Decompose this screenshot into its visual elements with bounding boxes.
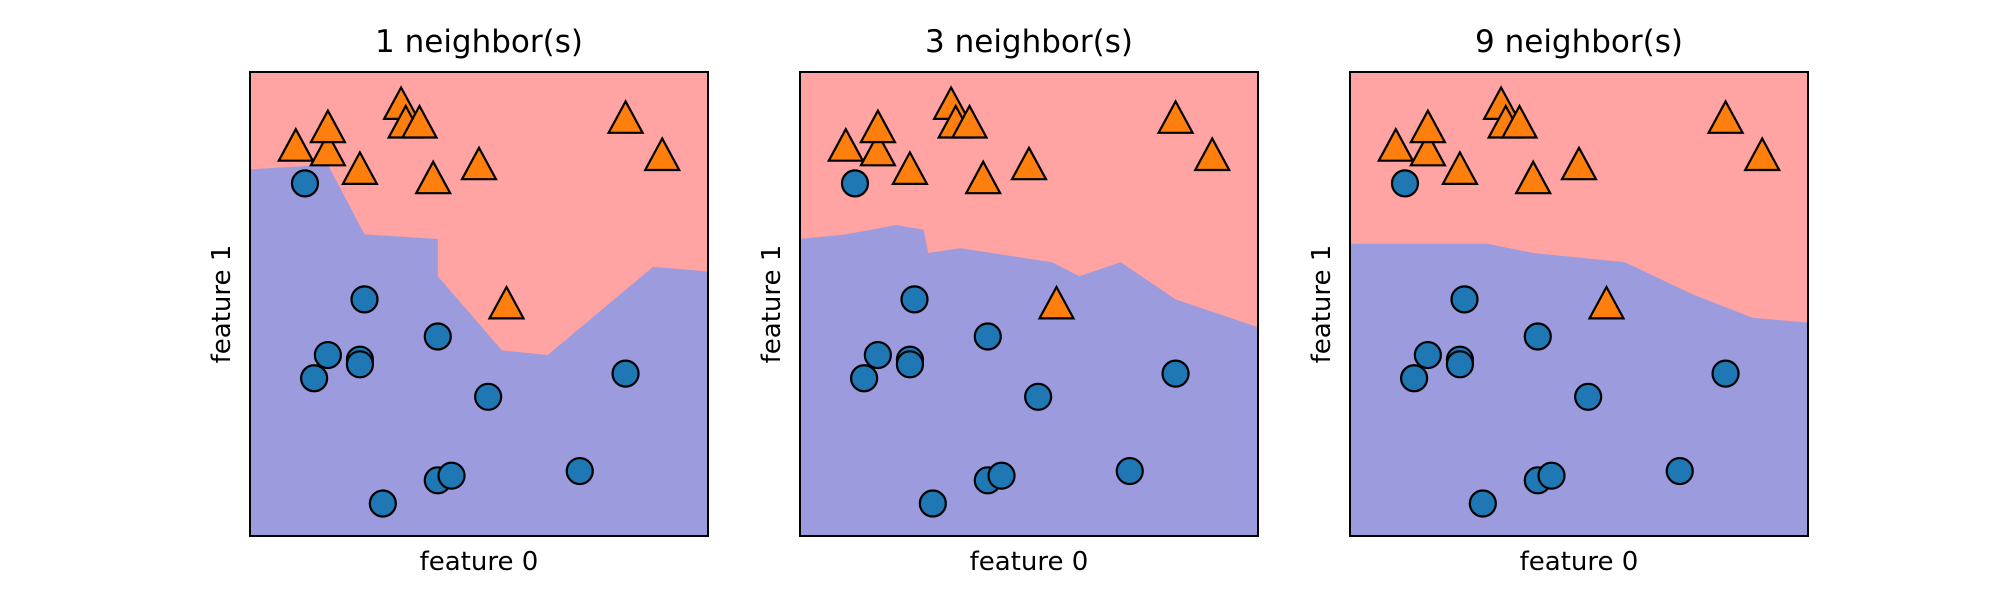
data-point-triangle <box>859 131 897 167</box>
data-point-circle <box>900 285 929 314</box>
panel-title: 9 neighbor(s) <box>1475 24 1683 60</box>
data-point-triangle <box>1514 159 1553 195</box>
decision-region-lower <box>250 164 708 537</box>
data-point-circle <box>973 322 1002 351</box>
x-axis-label: feature 0 <box>420 547 539 577</box>
data-point-circle <box>1161 359 1190 388</box>
data-point-circle <box>895 350 925 379</box>
data-point-triangle <box>1441 150 1479 186</box>
data-point-circle <box>850 364 879 393</box>
panel-3-neighbors: 3 neighbor(s) feature 0 feature 1 <box>757 24 1259 577</box>
data-point-triangle <box>487 284 526 320</box>
data-point-circle <box>1115 456 1144 486</box>
data-point-triangle <box>606 99 645 134</box>
data-point-circle <box>437 461 466 490</box>
data-point-circle <box>1445 350 1475 379</box>
data-point-circle <box>300 364 329 393</box>
data-point-circle <box>565 456 594 486</box>
panel-1-neighbor: 1 neighbor(s) feature 0 feature 1 <box>207 24 709 577</box>
x-axis-label: feature 0 <box>970 547 1089 577</box>
data-point-triangle <box>309 108 347 144</box>
data-point-triangle <box>1010 145 1048 181</box>
data-point-triangle <box>1193 136 1232 172</box>
y-axis-label: feature 1 <box>1307 245 1337 364</box>
data-point-triangle <box>1037 284 1076 320</box>
data-point-triangle <box>1743 136 1782 172</box>
data-point-circle <box>1400 364 1429 393</box>
data-point-circle <box>350 285 379 314</box>
data-point-circle <box>987 461 1016 490</box>
data-point-circle <box>840 169 870 198</box>
data-point-circle <box>863 340 892 370</box>
data-point-triangle <box>1560 145 1598 181</box>
data-point-triangle <box>309 131 347 167</box>
data-point-circle <box>1413 340 1442 370</box>
x-axis-label: feature 0 <box>1520 547 1639 577</box>
panel-title: 1 neighbor(s) <box>375 24 583 60</box>
data-point-triangle <box>1376 126 1415 162</box>
data-point-triangle <box>826 126 865 162</box>
y-axis-label: feature 1 <box>207 245 237 364</box>
data-point-triangle <box>859 108 897 144</box>
data-point-circle <box>423 322 452 351</box>
data-point-triangle <box>1706 99 1745 134</box>
data-point-triangle <box>950 103 989 139</box>
panel-title: 3 neighbor(s) <box>925 24 1133 60</box>
data-point-circle <box>345 350 375 379</box>
data-point-circle <box>1537 461 1566 490</box>
data-point-triangle <box>964 159 1003 195</box>
data-point-circle <box>474 382 503 411</box>
data-point-circle <box>1574 382 1603 411</box>
panel-9-neighbors: 9 neighbor(s) feature 0 feature 1 <box>1307 24 1809 577</box>
data-point-circle <box>1390 169 1420 198</box>
data-point-triangle <box>414 159 453 195</box>
data-point-triangle <box>891 150 929 186</box>
data-point-triangle <box>400 103 439 139</box>
axes-frame <box>799 71 1259 537</box>
data-point-circle <box>611 359 640 388</box>
data-point-triangle <box>1587 284 1626 320</box>
data-point-triangle <box>460 145 498 181</box>
data-point-circle <box>1665 456 1694 486</box>
axes-frame <box>249 71 709 537</box>
data-point-triangle <box>1500 103 1539 139</box>
y-axis-label: feature 1 <box>757 245 787 364</box>
data-point-circle <box>290 169 320 198</box>
data-point-triangle <box>1409 131 1447 167</box>
data-point-circle <box>1024 382 1053 411</box>
data-point-circle <box>1468 489 1497 518</box>
axes-frame <box>1349 71 1809 537</box>
data-point-circle <box>368 489 397 518</box>
data-point-circle <box>918 489 947 518</box>
data-point-triangle <box>341 150 379 186</box>
data-point-circle <box>1450 285 1479 314</box>
data-point-triangle <box>276 126 315 162</box>
data-point-circle <box>1711 359 1740 388</box>
data-point-circle <box>313 340 342 370</box>
data-point-triangle <box>643 136 682 172</box>
data-point-circle <box>1523 322 1552 351</box>
data-point-triangle <box>1409 108 1447 144</box>
data-point-triangle <box>1156 99 1195 134</box>
